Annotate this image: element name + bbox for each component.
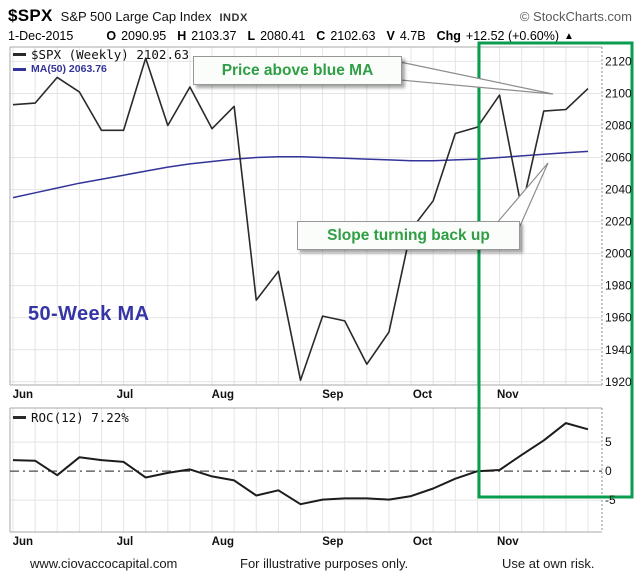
ma-legend-label: MA(50) 2063.76 [31,63,107,75]
ohlc-row: 1-Dec-2015 O 2090.95 H 2103.37 L 2080.41… [8,29,632,43]
fifty-week-ma-label: 50-Week MA [28,303,150,325]
callout-price-above-ma: Price above blue MA [193,56,402,85]
y-axis-label: 5 [605,435,612,449]
ma-line [12,150,589,199]
price-line-swatch [13,53,26,56]
y-axis-label: 1940 [605,343,632,357]
ma-line-swatch [13,67,26,71]
y-axis-label: -5 [605,493,616,507]
disclaimer-text: For illustrative purposes only. [240,556,409,571]
ticker-symbol: $SPX [8,6,53,25]
month-label-mid: Nov [496,389,519,401]
open-key: O [106,29,117,43]
month-label-bottom: Nov [496,536,519,548]
high-value: 2103.37 [191,29,237,43]
main-panel-legend: $SPX (Weekly) 2102.63 MA(50) 2063.76 [13,47,189,75]
volume-value: 4.7B [399,29,426,43]
roc-panel-legend: ROC(12) 7.22% [13,410,129,425]
y-axis-label: 1980 [605,279,632,293]
y-axis-label: 2060 [605,151,632,165]
month-label-mid: Jun [12,389,34,401]
y-axis-label: 2040 [605,183,632,197]
ciovacco-link[interactable]: www.ciovaccocapital.com [30,556,178,571]
month-label-bottom: Sep [322,536,344,548]
month-label-mid: Jul [116,389,134,401]
y-axis-label: 0 [605,464,612,478]
month-label-bottom: Jul [116,536,134,548]
high-key: H [177,29,187,43]
close-key: C [316,29,326,43]
roc-line [12,422,589,506]
month-label-bottom: Jun [12,536,34,548]
low-value: 2080.41 [260,29,306,43]
callout-tail-price [399,61,554,95]
callout-slope-turning: Slope turning back up [297,221,520,250]
close-value: 2102.63 [330,29,376,43]
y-axis-label: 2020 [605,215,632,229]
chart-header: $SPX S&P 500 Large Cap Index INDX © Stoc… [8,6,632,43]
low-key: L [247,29,256,43]
roc-line-swatch [13,416,26,419]
month-label-bottom: Oct [412,536,433,548]
roc-legend-label: ROC(12) 7.22% [31,410,129,425]
y-axis-label: 2120 [605,54,632,68]
open-value: 2090.95 [121,29,167,43]
up-arrow-icon: ▲ [564,31,574,42]
exchange-label: INDX [219,12,248,24]
green-highlight-box [477,41,634,499]
change-key: Chg [436,29,461,43]
volume-key: V [386,29,395,43]
quote-date: 1-Dec-2015 [8,29,74,43]
y-axis-label: 2100 [605,86,632,100]
month-label-mid: Aug [211,389,235,401]
y-axis-label: 2080 [605,118,632,132]
change-value: +12.52 (+0.60%) [465,29,560,43]
y-axis-label: 2000 [605,247,632,261]
index-name: S&P 500 Large Cap Index [60,9,212,24]
month-label-mid: Oct [412,389,433,401]
risk-text: Use at own risk. [502,556,595,571]
month-label-bottom: Aug [211,536,235,548]
y-axis-label: 1920 [605,375,632,389]
y-axis-label: 1960 [605,311,632,325]
price-legend-label: $SPX (Weekly) 2102.63 [31,47,190,62]
price-line [12,57,589,382]
stockcharts-link[interactable]: © StockCharts.com [519,9,632,24]
month-label-mid: Sep [322,389,344,401]
